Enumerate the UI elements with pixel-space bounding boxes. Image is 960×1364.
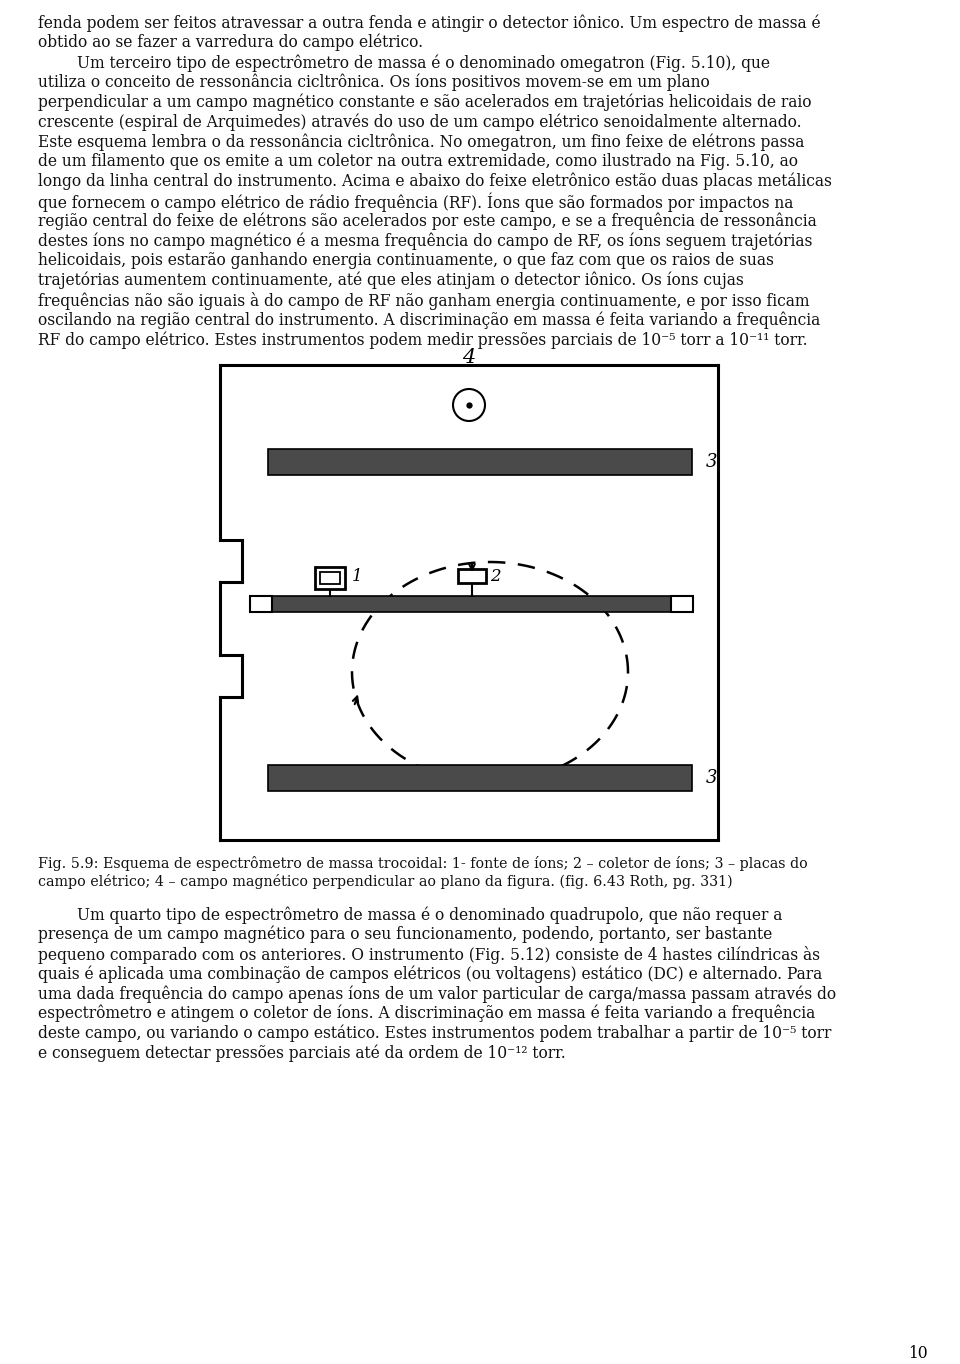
Bar — [671, 596, 693, 612]
Text: longo da linha central do instrumento. Acima e abaixo do feixe eletrônico estão : longo da linha central do instrumento. A… — [38, 173, 832, 191]
Bar — [272, 596, 671, 612]
Text: 1: 1 — [352, 567, 363, 585]
Text: fenda podem ser feitos atravessar a outra fenda e atingir o detector iônico. Um : fenda podem ser feitos atravessar a outr… — [38, 14, 821, 31]
Text: frequências não são iguais à do campo de RF não ganham energia continuamente, e : frequências não são iguais à do campo de… — [38, 292, 809, 310]
Text: obtido ao se fazer a varredura do campo elétrico.: obtido ao se fazer a varredura do campo … — [38, 34, 423, 52]
Text: utiliza o conceito de ressonância cicltrônica. Os íons positivos movem-se em um : utiliza o conceito de ressonância cicltr… — [38, 74, 709, 91]
Text: pequeno comparado com os anteriores. O instrumento (Fig. 5.12) consiste de 4 has: pequeno comparado com os anteriores. O i… — [38, 945, 820, 963]
Bar — [250, 596, 272, 612]
Text: RF do campo elétrico. Estes instrumentos podem medir pressões parciais de 10⁻⁵ t: RF do campo elétrico. Estes instrumentos… — [38, 331, 807, 349]
Text: 4: 4 — [463, 348, 475, 367]
Text: perpendicular a um campo magnético constante e são acelerados em trajetórias hel: perpendicular a um campo magnético const… — [38, 94, 811, 110]
Text: destes íons no campo magnético é a mesma frequência do campo de RF, os íons segu: destes íons no campo magnético é a mesma… — [38, 232, 812, 250]
Text: Um terceiro tipo de espectrômetro de massa é o denominado omegatron (Fig. 5.10),: Um terceiro tipo de espectrômetro de mas… — [38, 55, 770, 71]
Text: espectrômetro e atingem o coletor de íons. A discriminação em massa é feita vari: espectrômetro e atingem o coletor de íon… — [38, 1005, 815, 1023]
Text: presença de um campo magnético para o seu funcionamento, podendo, portanto, ser : presença de um campo magnético para o se… — [38, 926, 772, 944]
Text: 3: 3 — [706, 453, 717, 471]
Text: que fornecem o campo elétrico de rádio frequência (RF). Íons que são formados po: que fornecem o campo elétrico de rádio f… — [38, 192, 793, 211]
Text: de um filamento que os emite a um coletor na outra extremidade, como ilustrado n: de um filamento que os emite a um coleto… — [38, 153, 798, 170]
Text: oscilando na região central do instrumento. A discriminação em massa é feita var: oscilando na região central do instrumen… — [38, 311, 820, 329]
Text: quais é aplicada uma combinação de campos elétricos (ou voltagens) estático (DC): quais é aplicada uma combinação de campo… — [38, 966, 823, 983]
Bar — [268, 449, 692, 475]
Text: e conseguem detectar pressões parciais até da ordem de 10⁻¹² torr.: e conseguem detectar pressões parciais a… — [38, 1045, 565, 1063]
Text: helicoidais, pois estarão ganhando energia continuamente, o que faz com que os r: helicoidais, pois estarão ganhando energ… — [38, 252, 774, 269]
Text: uma dada frequência do campo apenas íons de um valor particular de carga/massa p: uma dada frequência do campo apenas íons… — [38, 985, 836, 1003]
Text: Um quarto tipo de espectrômetro de massa é o denominado quadrupolo, que não requ: Um quarto tipo de espectrômetro de massa… — [38, 906, 782, 923]
Text: Este esquema lembra o da ressonância cicltrônica. No omegatron, um fino feixe de: Este esquema lembra o da ressonância cic… — [38, 134, 804, 150]
Text: 3: 3 — [706, 769, 717, 787]
Text: trajetórias aumentem continuamente, até que eles atinjam o detector iônico. Os í: trajetórias aumentem continuamente, até … — [38, 271, 744, 289]
Text: deste campo, ou variando o campo estático. Estes instrumentos podem trabalhar a : deste campo, ou variando o campo estátic… — [38, 1024, 831, 1042]
Text: crescente (espiral de Arquimedes) através do uso de um campo elétrico senoidalme: crescente (espiral de Arquimedes) atravé… — [38, 113, 802, 131]
Bar — [315, 567, 345, 589]
Text: 2: 2 — [490, 567, 500, 585]
Text: Fig. 5.9: Esquema de espectrômetro de massa trocoidal: 1- fonte de íons; 2 – col: Fig. 5.9: Esquema de espectrômetro de ma… — [38, 857, 807, 872]
Text: campo elétrico; 4 – campo magnético perpendicular ao plano da figura. (fig. 6.43: campo elétrico; 4 – campo magnético perp… — [38, 874, 732, 889]
Bar — [268, 765, 692, 791]
Bar — [320, 572, 340, 584]
Text: região central do feixe de elétrons são acelerados por este campo, e se a frequê: região central do feixe de elétrons são … — [38, 213, 817, 231]
Bar — [458, 569, 486, 582]
Text: 10: 10 — [908, 1345, 928, 1363]
